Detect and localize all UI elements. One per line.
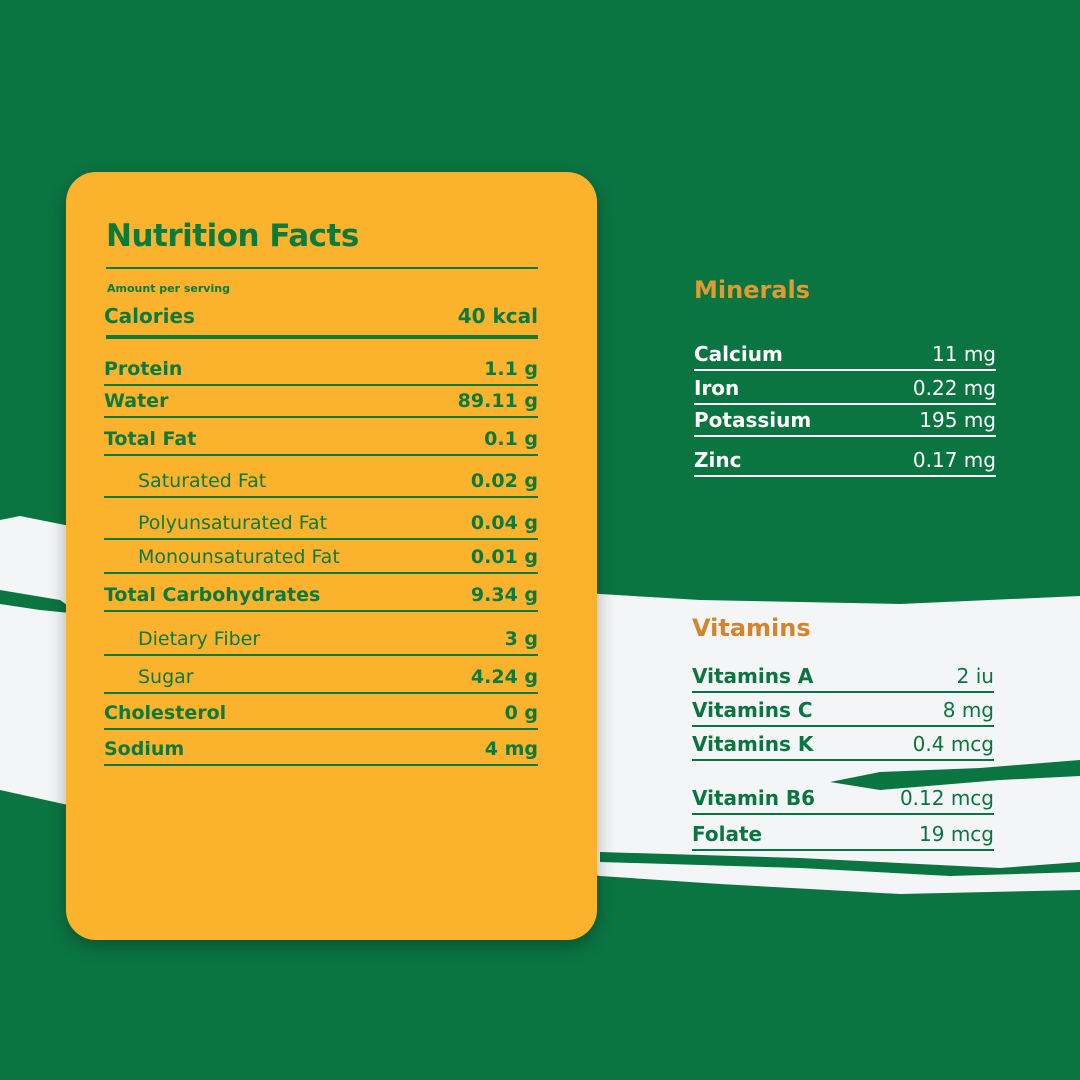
minerals-heading: Minerals — [694, 276, 811, 304]
vitamin-row: Vitamins A 2 iu — [692, 664, 994, 693]
nutrient-row: Saturated Fat 0.02 g — [104, 470, 538, 498]
nutrient-label: Water — [104, 390, 169, 412]
vitamin-label: Folate — [692, 822, 763, 846]
mineral-row: Calcium 11 mg — [694, 342, 996, 371]
vitamin-label: Vitamin B6 — [692, 786, 816, 810]
nutrient-row: Dietary Fiber 3 g — [104, 628, 538, 656]
divider — [104, 496, 538, 498]
nutrient-value: 4.24 g — [470, 666, 538, 688]
divider — [104, 572, 538, 574]
mineral-label: Iron — [694, 376, 740, 400]
divider — [692, 813, 994, 815]
vitamins-heading: Vitamins — [692, 614, 811, 642]
vitamin-label: Vitamins A — [692, 664, 814, 688]
nutrient-label: Saturated Fat — [138, 470, 267, 492]
nutrient-label: Dietary Fiber — [138, 628, 261, 650]
vitamin-label: Vitamins C — [692, 698, 813, 722]
divider — [104, 454, 538, 456]
vitamin-value: 0.12 mcg — [899, 786, 994, 810]
nutrient-label: Sugar — [138, 666, 194, 688]
mineral-value: 11 mg — [932, 342, 996, 366]
mineral-row: Iron 0.22 mg — [694, 376, 996, 405]
nutrient-value: 9.34 g — [470, 584, 538, 606]
nutrient-value: 0.04 g — [470, 512, 538, 534]
divider — [692, 725, 994, 727]
nutrient-row: Polyunsaturated Fat 0.04 g — [104, 512, 538, 540]
nutrient-row: Monounsaturated Fat 0.01 g — [104, 546, 538, 574]
nutrient-row: Water 89.11 g — [104, 390, 538, 418]
nutrient-row: Sugar 4.24 g — [104, 666, 538, 694]
mineral-label: Potassium — [694, 408, 812, 432]
nutrient-value: 3 g — [504, 628, 538, 650]
mineral-row: Zinc 0.17 mg — [694, 448, 996, 477]
mineral-value: 0.17 mg — [912, 448, 996, 472]
divider — [104, 610, 538, 612]
nutrient-label: Total Fat — [104, 428, 197, 450]
divider — [692, 759, 994, 761]
amount-per-serving-label: Amount per serving — [107, 282, 230, 295]
divider — [104, 654, 538, 656]
divider — [104, 728, 538, 730]
divider — [694, 369, 996, 371]
nutrient-row: Total Fat 0.1 g — [104, 428, 538, 456]
thick-divider — [106, 335, 538, 339]
nutrient-row: Sodium 4 mg — [104, 738, 538, 766]
calories-label: Calories — [104, 304, 195, 328]
nutrient-row: Protein 1.1 g — [104, 358, 538, 386]
vitamin-row: Folate 19 mcg — [692, 822, 994, 851]
nutrient-value: 0.1 g — [484, 428, 538, 450]
mineral-label: Calcium — [694, 342, 783, 366]
vitamin-value: 19 mcg — [919, 822, 994, 846]
nutrient-value: 0.02 g — [470, 470, 538, 492]
mineral-value: 195 mg — [919, 408, 996, 432]
nutrition-facts-card: Nutrition Facts Amount per serving Calor… — [66, 172, 597, 940]
divider — [104, 416, 538, 418]
vitamin-row: Vitamins K 0.4 mcg — [692, 732, 994, 761]
mineral-label: Zinc — [694, 448, 742, 472]
calories-value: 40 kcal — [457, 304, 538, 328]
nutrient-value: 0 g — [504, 702, 538, 724]
vitamin-value: 2 iu — [956, 664, 994, 688]
divider — [104, 384, 538, 386]
divider — [694, 403, 996, 405]
divider — [692, 691, 994, 693]
nutrient-label: Cholesterol — [104, 702, 227, 724]
vitamin-row: Vitamins C 8 mg — [692, 698, 994, 727]
divider — [104, 538, 538, 540]
vitamin-value: 8 mg — [942, 698, 994, 722]
nutrient-value: 1.1 g — [484, 358, 538, 380]
nutrient-label: Protein — [104, 358, 183, 380]
nutrient-label: Sodium — [104, 738, 185, 760]
divider — [692, 849, 994, 851]
nutrient-value: 0.01 g — [470, 546, 538, 568]
nutrient-row: Cholesterol 0 g — [104, 702, 538, 730]
calories-row: Calories 40 kcal — [104, 304, 538, 328]
mineral-row: Potassium 195 mg — [694, 408, 996, 437]
vitamin-value: 0.4 mcg — [912, 732, 994, 756]
mineral-value: 0.22 mg — [912, 376, 996, 400]
nutrient-value: 4 mg — [484, 738, 538, 760]
nutrient-value: 89.11 g — [457, 390, 538, 412]
divider — [104, 692, 538, 694]
nutrient-label: Monounsaturated Fat — [138, 546, 340, 568]
vitamin-label: Vitamins K — [692, 732, 814, 756]
divider — [694, 475, 996, 477]
nutrient-label: Polyunsaturated Fat — [138, 512, 328, 534]
divider — [104, 764, 538, 766]
nutrient-row: Total Carbohydrates 9.34 g — [104, 584, 538, 612]
divider — [106, 267, 538, 269]
nutrition-title: Nutrition Facts — [106, 218, 359, 254]
nutrient-label: Total Carbohydrates — [104, 584, 321, 606]
divider — [694, 435, 996, 437]
vitamin-row: Vitamin B6 0.12 mcg — [692, 786, 994, 815]
